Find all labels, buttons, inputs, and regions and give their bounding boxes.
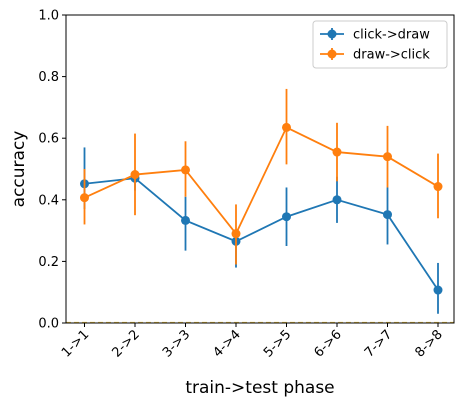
series-layer — [80, 88, 443, 314]
legend-entry: draw->click — [320, 48, 430, 63]
x-tick-label: 7->7 — [362, 327, 395, 360]
y-tick-label: 0.6 — [38, 132, 59, 147]
y-tick-label: 0.0 — [38, 317, 59, 332]
legend-label: draw->click — [353, 48, 430, 63]
legend: click->draw draw->click — [312, 20, 448, 69]
legend-marker — [327, 29, 337, 39]
data-point — [130, 170, 140, 180]
x-tick-label: 6->6 — [311, 327, 344, 360]
data-point — [181, 215, 190, 225]
y-tick-label: 0.8 — [38, 70, 59, 85]
y-axis-label: accuracy — [9, 131, 29, 208]
x-tick-label: 5->5 — [261, 327, 294, 360]
y-tick-label: 0.2 — [38, 255, 59, 270]
series-2 — [80, 88, 443, 265]
data-point — [433, 182, 443, 192]
x-tick-label: 4->4 — [210, 327, 243, 360]
series-line — [84, 177, 439, 291]
plot-frame — [65, 14, 455, 324]
data-point — [332, 147, 342, 157]
y-tick-label: 0.4 — [38, 193, 59, 208]
x-axis-label: train->test phase — [185, 378, 334, 398]
legend-box — [312, 20, 448, 69]
data-point — [282, 122, 291, 132]
legend-label: click->draw — [353, 28, 430, 43]
data-point — [181, 165, 190, 175]
y-tick-label: 1.0 — [38, 9, 59, 24]
x-tick-label: 8->8 — [412, 327, 445, 360]
series-line — [84, 126, 439, 236]
data-point — [383, 152, 392, 162]
data-point — [231, 229, 241, 239]
data-point — [433, 285, 443, 295]
data-point — [282, 212, 291, 222]
data-point — [80, 193, 89, 203]
x-tick-label: 3->3 — [160, 327, 193, 360]
data-point — [332, 195, 342, 205]
x-tick-label: 1->1 — [59, 327, 92, 360]
legend-entry: click->draw — [320, 28, 430, 43]
legend-marker — [327, 49, 337, 59]
data-point — [383, 210, 392, 220]
x-tick-label: 2->2 — [109, 327, 142, 360]
